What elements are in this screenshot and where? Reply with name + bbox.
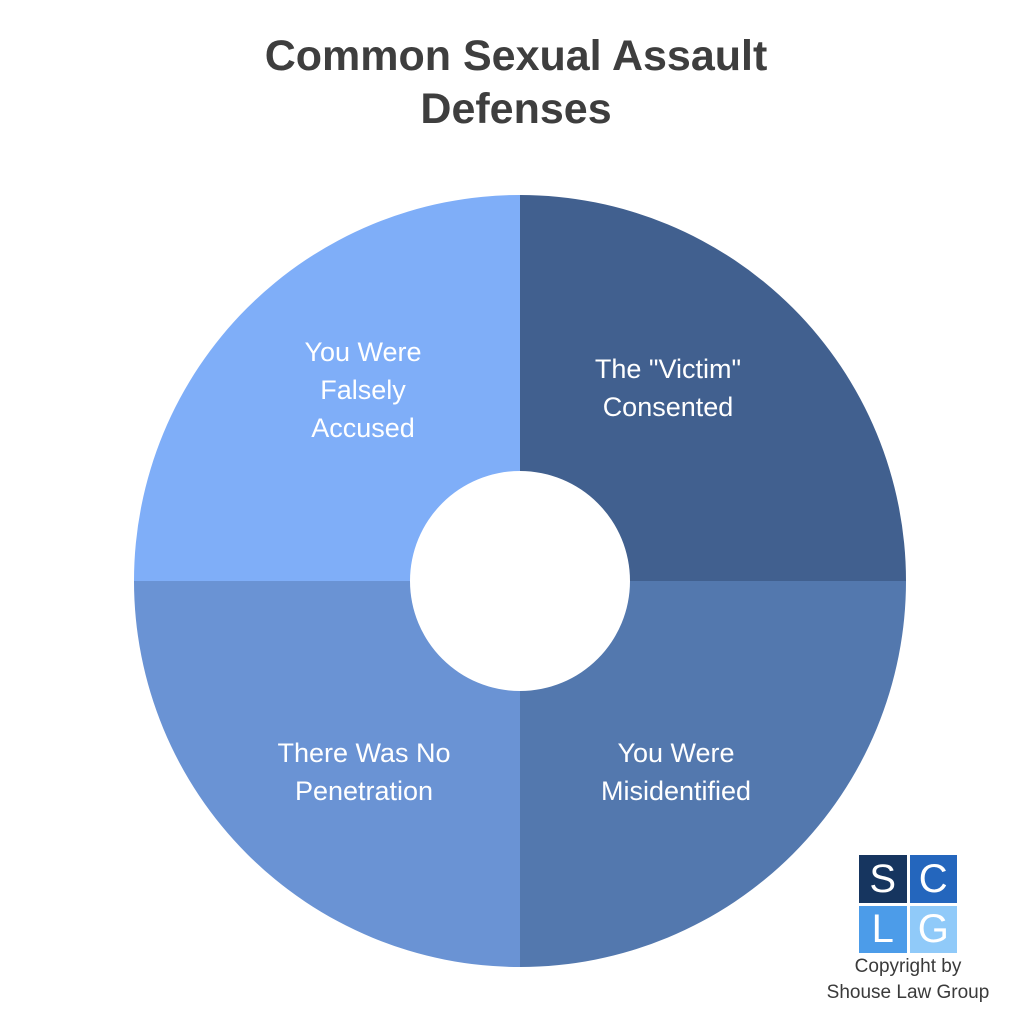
pie-segment-there-was-no-penetration bbox=[134, 581, 520, 967]
chart-title-line1: Common Sexual Assault bbox=[264, 32, 768, 80]
segment-label-you-were-falsely-accused: You Were Falsely Accused bbox=[304, 337, 422, 443]
segment-label-the-victim-consented: The "Victim" Consented bbox=[594, 354, 742, 422]
chart-title: Common Sexual Assault Defenses bbox=[0, 30, 1032, 136]
copyright-text: Copyright by Shouse Law Group bbox=[806, 954, 1010, 1006]
logo-tile-g: G bbox=[909, 905, 957, 953]
logo-tile-c: C bbox=[909, 855, 957, 903]
copyright-line2: Shouse Law Group bbox=[826, 982, 990, 1003]
pie-segment-the-victim-consented bbox=[520, 195, 906, 581]
chart-title-line2: Defenses bbox=[420, 85, 612, 133]
segment-label-you-were-misidentified: You Were Misidentified bbox=[600, 738, 752, 806]
copyright-line1: Copyright by bbox=[854, 956, 962, 977]
logo-tile-l: L bbox=[859, 905, 907, 953]
logo-tile-s: S bbox=[859, 855, 907, 903]
pie-segment-you-were-misidentified bbox=[520, 581, 906, 967]
pie-segment-you-were-falsely-accused bbox=[134, 195, 520, 581]
segment-label-there-was-no-penetration: There Was No Penetration bbox=[277, 738, 451, 806]
